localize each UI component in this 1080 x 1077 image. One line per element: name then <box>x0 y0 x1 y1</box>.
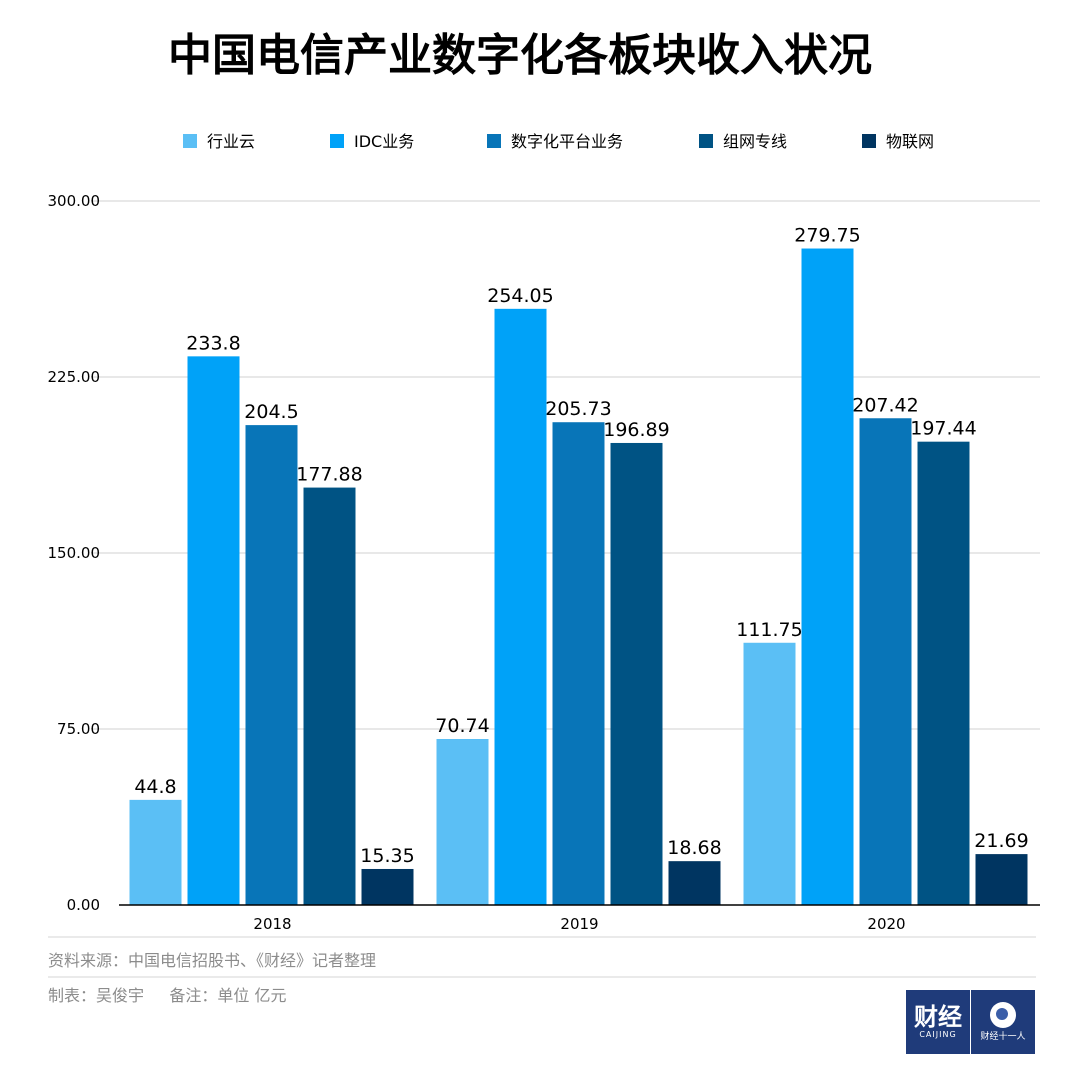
data-label: 18.68 <box>667 837 721 859</box>
bar <box>552 422 605 905</box>
data-label: 21.69 <box>974 830 1028 852</box>
legend-label: 物联网 <box>886 132 934 151</box>
legend-swatch <box>862 134 876 148</box>
caijing-eleven-logo: 财经十一人 <box>971 990 1035 1054</box>
bar <box>129 799 182 905</box>
bar <box>975 854 1028 905</box>
data-label: 204.5 <box>244 401 298 423</box>
y-tick-label: 300.00 <box>48 192 101 210</box>
data-label: 70.74 <box>435 715 489 737</box>
data-label: 111.75 <box>736 619 802 641</box>
data-label: 205.73 <box>545 398 611 420</box>
y-axis: 0.00 75.00 150.00 225.00 300.00 <box>48 192 101 914</box>
legend-label: IDC业务 <box>354 132 414 151</box>
bar <box>743 642 796 905</box>
data-label: 197.44 <box>910 418 976 440</box>
caijing-eleven-logo-text: 财经十一人 <box>980 1032 1026 1042</box>
legend-swatch <box>487 134 501 148</box>
data-label: 254.05 <box>487 285 553 307</box>
data-label: 177.88 <box>296 464 362 486</box>
source-note: 资料来源：中国电信招股书、《财经》记者整理 <box>48 951 376 970</box>
y-tick-label: 225.00 <box>48 368 101 386</box>
bar <box>801 248 854 905</box>
data-label: 15.35 <box>360 845 414 867</box>
bar <box>859 418 912 905</box>
x-tick-label: 2019 <box>560 915 598 933</box>
caijing-logo: 财经 CAIJING <box>906 990 970 1054</box>
globe-icon <box>990 1002 1016 1028</box>
data-label: 233.8 <box>186 332 240 354</box>
bar <box>917 441 970 905</box>
y-tick-label: 150.00 <box>48 544 101 562</box>
bar <box>494 308 547 905</box>
bars: 44.8 233.8 204.5 177.88 15.35 70.74 254.05 205.… <box>129 225 1029 905</box>
data-label: 44.8 <box>134 776 176 798</box>
bar <box>668 861 721 905</box>
x-tick-label: 2018 <box>253 915 291 933</box>
credit-note: 制表：吴俊宇 备注：单位 亿元 <box>48 986 287 1005</box>
legend: 行业云 IDC业务 数字化平台业务 组网专线 物联网 <box>183 132 934 151</box>
legend-swatch <box>699 134 713 148</box>
x-axis: 2018 2019 2020 <box>119 904 1040 933</box>
chart-title: 中国电信产业数字化各板块收入状况 <box>168 30 872 81</box>
bar <box>610 442 663 905</box>
bar <box>245 425 298 905</box>
legend-swatch <box>330 134 344 148</box>
data-label: 196.89 <box>603 419 669 441</box>
data-label: 279.75 <box>794 225 860 247</box>
legend-swatch <box>183 134 197 148</box>
legend-label: 行业云 <box>207 132 255 151</box>
bar <box>303 487 356 905</box>
y-tick-label: 75.00 <box>57 720 100 738</box>
data-label: 207.42 <box>852 394 918 416</box>
y-tick-label: 0.00 <box>67 896 100 914</box>
bar <box>187 356 240 905</box>
legend-label: 数字化平台业务 <box>511 132 623 151</box>
caijing-logo-subtext: CAIJING <box>919 1030 957 1039</box>
legend-label: 组网专线 <box>723 132 787 151</box>
x-tick-label: 2020 <box>867 915 905 933</box>
bar <box>361 868 414 905</box>
bar <box>436 738 489 905</box>
caijing-logo-text: 财经 <box>914 1003 962 1031</box>
